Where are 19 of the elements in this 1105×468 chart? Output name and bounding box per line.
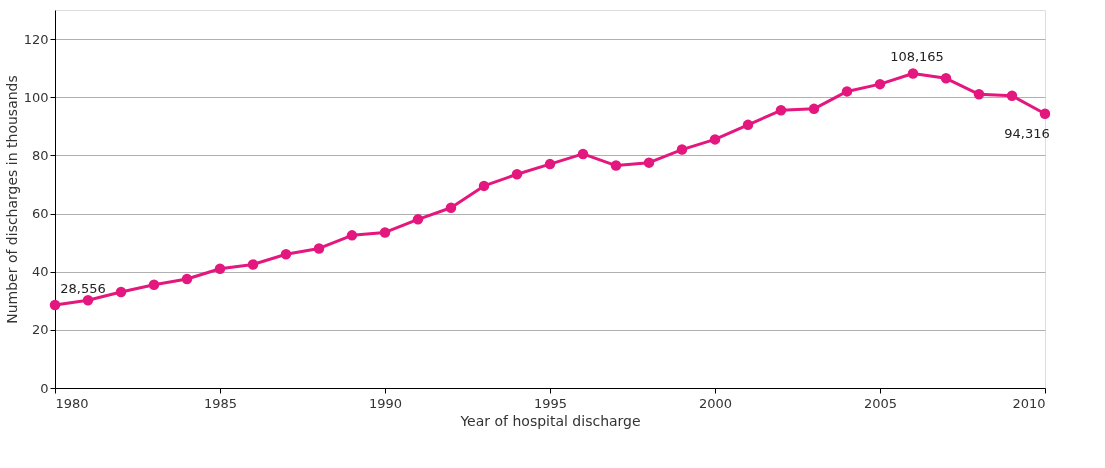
y-tick-label: 60 xyxy=(31,206,49,222)
x-tick-label: 2000 xyxy=(698,395,733,411)
x-tick-label: 1980 xyxy=(55,395,89,411)
x-tick-label: 2010 xyxy=(1012,395,1046,411)
x-tick-label: 1985 xyxy=(203,395,238,411)
x-tick-label: 2005 xyxy=(863,395,898,411)
y-axis-title: Number of discharges in thousands xyxy=(3,75,20,324)
y-tick-label: 40 xyxy=(31,264,49,280)
y-tick-label: 20 xyxy=(31,322,49,338)
y-tick-label: 120 xyxy=(23,31,49,47)
annotation: 108,165 xyxy=(890,49,944,65)
annotation: 28,556 xyxy=(60,280,106,296)
annotation: 94,316 xyxy=(1004,125,1050,141)
x-tick-label: 1995 xyxy=(533,395,568,411)
y-tick-label: 0 xyxy=(40,380,49,396)
x-axis-title: Year of hospital discharge xyxy=(459,412,641,429)
y-tick-label: 100 xyxy=(23,89,49,105)
x-tick-label: 1990 xyxy=(368,395,403,411)
y-tick-label: 80 xyxy=(31,147,49,163)
